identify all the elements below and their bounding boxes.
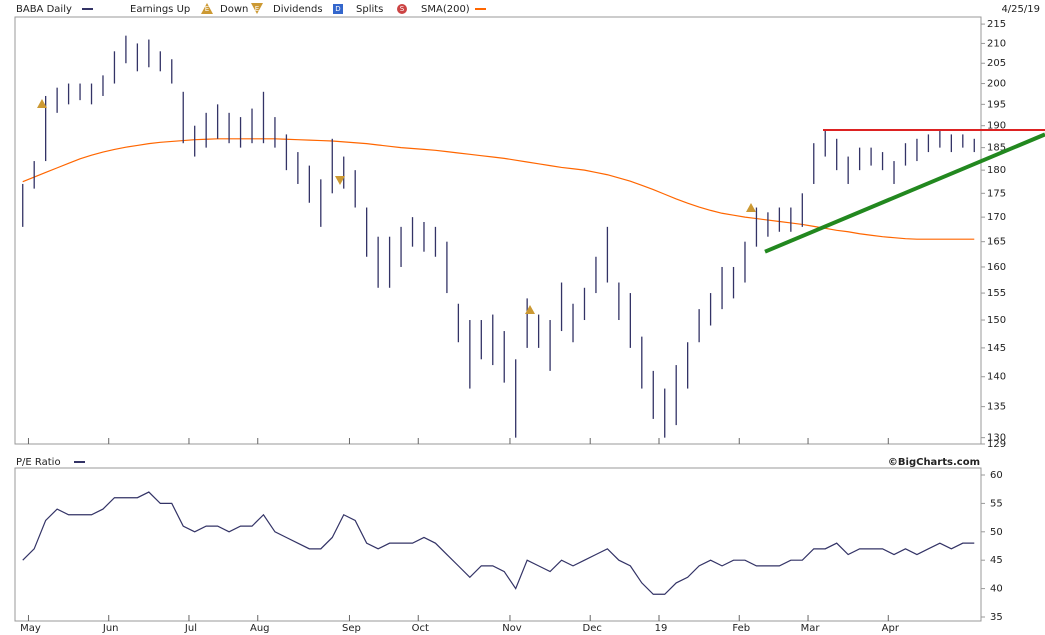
x-tick-label: Feb <box>732 623 750 634</box>
y-tick-label: 165 <box>987 237 1006 248</box>
pe-frame <box>14 467 982 622</box>
legend-label: Earnings Up <box>130 4 190 15</box>
legend-label: Splits <box>356 4 383 15</box>
y-tick-label: 135 <box>987 402 1006 413</box>
y-tick-label: 60 <box>990 470 1003 481</box>
x-tick-label: Jun <box>102 623 119 634</box>
y-tick-label: 50 <box>990 527 1003 538</box>
y-tick-label: 170 <box>987 212 1006 223</box>
y-tick-label: 140 <box>987 372 1006 383</box>
event-marker <box>335 176 345 185</box>
trend-line <box>764 132 1045 254</box>
y-tick-label: 190 <box>987 121 1006 132</box>
x-tick-label: Oct <box>412 623 429 634</box>
y-tick-label: 130 <box>987 433 1006 444</box>
x-tick-label: 19 <box>655 623 668 634</box>
legend-label: Dividends <box>273 4 323 15</box>
watermark: ©BigCharts.com <box>888 457 980 468</box>
x-tick-label: Jul <box>184 623 197 634</box>
y-tick-label: 45 <box>990 555 1003 566</box>
legend-icon <box>251 3 263 14</box>
y-tick-label: 195 <box>987 99 1006 110</box>
sma-line <box>22 138 975 240</box>
y-tick-label: 185 <box>987 143 1006 154</box>
pe-title: P/E Ratio <box>16 457 61 468</box>
x-tick-label: Mar <box>801 623 821 634</box>
legend-icon <box>333 4 343 14</box>
y-tick-label: 160 <box>987 262 1006 273</box>
y-tick-label: 175 <box>987 188 1006 199</box>
legend-symbol: S <box>400 5 405 13</box>
legend-symbol: E <box>255 5 259 13</box>
y-tick-label: 40 <box>990 584 1003 595</box>
x-tick-label: Apr <box>882 623 900 634</box>
y-tick-label: 155 <box>987 288 1006 299</box>
legend-icon <box>397 4 407 14</box>
date: 4/25/19 <box>1001 4 1040 15</box>
legend-icon <box>201 3 213 14</box>
y-tick-label: 129 <box>987 439 1006 450</box>
event-marker <box>37 99 47 108</box>
legend-symbol: D <box>335 5 340 13</box>
x-tick-label: Dec <box>583 623 602 634</box>
legend-label: SMA(200) <box>421 4 470 15</box>
y-tick-label: 205 <box>987 58 1006 69</box>
legend-symbol: E <box>205 5 209 13</box>
y-tick-label: 200 <box>987 79 1006 90</box>
y-tick-label: 55 <box>990 498 1003 509</box>
pe-line <box>22 491 975 595</box>
x-tick-label: Nov <box>502 623 522 634</box>
x-tick-label: Aug <box>250 623 270 634</box>
y-tick-label: 145 <box>987 343 1006 354</box>
y-tick-label: 210 <box>987 38 1006 49</box>
price-frame <box>14 16 982 445</box>
legend-label: BABA Daily <box>16 4 72 15</box>
legend-label: Down <box>220 4 248 15</box>
event-marker <box>746 203 756 212</box>
y-tick-label: 35 <box>990 612 1003 623</box>
event-marker <box>525 305 535 314</box>
x-tick-label: Sep <box>342 623 361 634</box>
x-tick-label: May <box>20 623 41 634</box>
y-tick-label: 180 <box>987 165 1006 176</box>
y-tick-label: 215 <box>987 19 1006 30</box>
y-tick-label: 150 <box>987 315 1006 326</box>
